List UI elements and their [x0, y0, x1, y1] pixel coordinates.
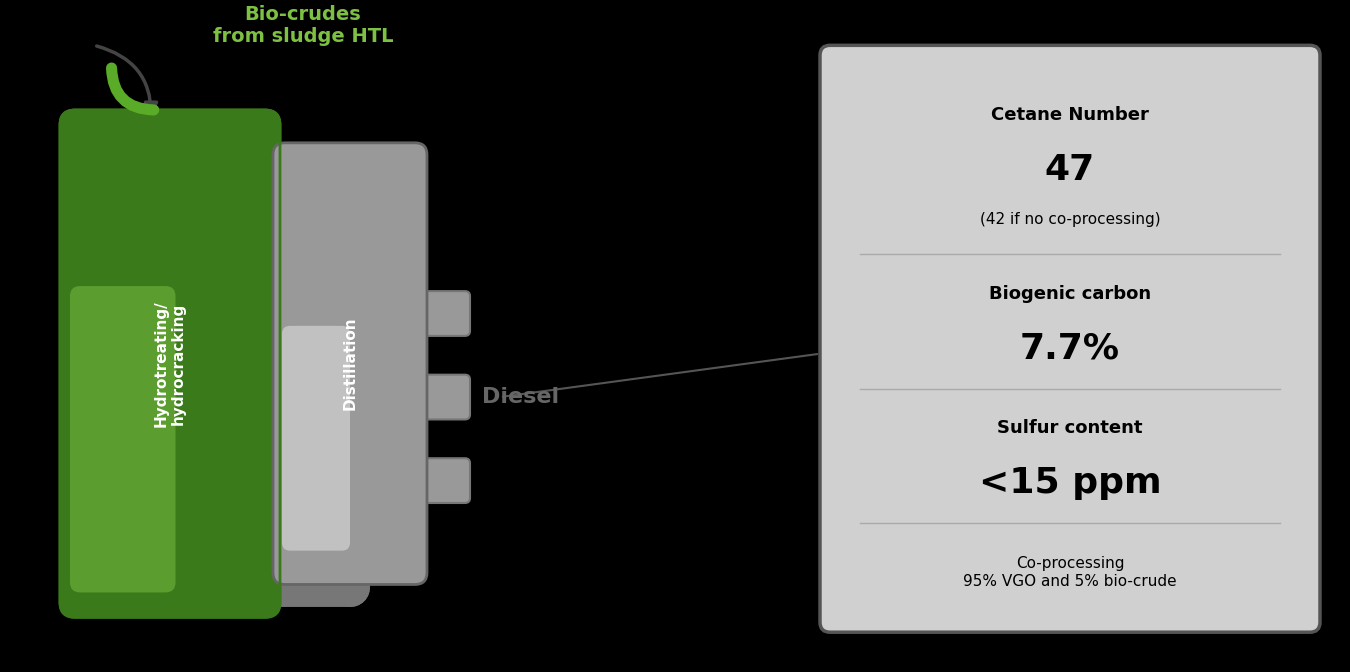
- FancyBboxPatch shape: [325, 155, 332, 573]
- FancyBboxPatch shape: [127, 125, 135, 602]
- FancyBboxPatch shape: [396, 155, 402, 573]
- FancyBboxPatch shape: [405, 458, 470, 503]
- FancyBboxPatch shape: [204, 125, 212, 602]
- FancyArrowPatch shape: [112, 68, 154, 110]
- FancyBboxPatch shape: [302, 155, 309, 573]
- FancyBboxPatch shape: [343, 155, 350, 573]
- FancyBboxPatch shape: [70, 286, 176, 593]
- FancyBboxPatch shape: [143, 125, 153, 602]
- FancyBboxPatch shape: [194, 125, 204, 602]
- Text: Hydrotreating/
hydrocracking: Hydrotreating/ hydrocracking: [154, 300, 186, 427]
- FancyBboxPatch shape: [355, 155, 362, 573]
- FancyBboxPatch shape: [212, 125, 221, 602]
- FancyBboxPatch shape: [320, 155, 327, 573]
- FancyBboxPatch shape: [405, 375, 470, 419]
- Text: Co-processing
95% VGO and 5% bio-crude: Co-processing 95% VGO and 5% bio-crude: [963, 556, 1177, 589]
- FancyBboxPatch shape: [390, 155, 397, 573]
- Text: Biogenic carbon: Biogenic carbon: [990, 285, 1152, 303]
- Text: Distillation: Distillation: [343, 317, 358, 411]
- FancyBboxPatch shape: [230, 125, 238, 602]
- FancyBboxPatch shape: [117, 125, 127, 602]
- FancyBboxPatch shape: [297, 155, 302, 573]
- FancyBboxPatch shape: [385, 155, 390, 573]
- FancyBboxPatch shape: [161, 125, 170, 602]
- FancyBboxPatch shape: [101, 125, 109, 602]
- FancyBboxPatch shape: [405, 291, 470, 336]
- FancyBboxPatch shape: [178, 125, 186, 602]
- FancyBboxPatch shape: [186, 125, 196, 602]
- Text: (42 if no co-processing): (42 if no co-processing): [980, 212, 1160, 227]
- Text: 7.7%: 7.7%: [1021, 332, 1120, 366]
- FancyBboxPatch shape: [220, 125, 230, 602]
- FancyBboxPatch shape: [59, 110, 279, 618]
- FancyBboxPatch shape: [332, 155, 338, 573]
- FancyBboxPatch shape: [290, 155, 297, 573]
- FancyBboxPatch shape: [109, 125, 119, 602]
- Text: <15 ppm: <15 ppm: [979, 466, 1161, 500]
- Text: 47: 47: [1045, 153, 1095, 187]
- FancyBboxPatch shape: [373, 155, 379, 573]
- Text: Diesel: Diesel: [482, 387, 559, 407]
- FancyBboxPatch shape: [238, 125, 247, 602]
- FancyBboxPatch shape: [153, 125, 161, 602]
- FancyBboxPatch shape: [367, 155, 373, 573]
- Text: Sulfur content: Sulfur content: [998, 419, 1142, 437]
- FancyBboxPatch shape: [135, 125, 144, 602]
- FancyBboxPatch shape: [273, 143, 427, 585]
- FancyBboxPatch shape: [315, 155, 320, 573]
- FancyBboxPatch shape: [84, 125, 93, 602]
- Text: Cetane Number: Cetane Number: [991, 106, 1149, 124]
- FancyBboxPatch shape: [819, 45, 1320, 632]
- FancyBboxPatch shape: [285, 155, 292, 573]
- FancyBboxPatch shape: [169, 125, 178, 602]
- Text: Bio-crudes
from sludge HTL: Bio-crudes from sludge HTL: [213, 5, 393, 46]
- FancyBboxPatch shape: [378, 155, 385, 573]
- FancyBboxPatch shape: [92, 125, 101, 602]
- FancyBboxPatch shape: [282, 326, 350, 550]
- FancyBboxPatch shape: [308, 155, 315, 573]
- FancyBboxPatch shape: [76, 125, 84, 602]
- FancyBboxPatch shape: [360, 155, 367, 573]
- FancyBboxPatch shape: [350, 155, 355, 573]
- FancyBboxPatch shape: [338, 155, 344, 573]
